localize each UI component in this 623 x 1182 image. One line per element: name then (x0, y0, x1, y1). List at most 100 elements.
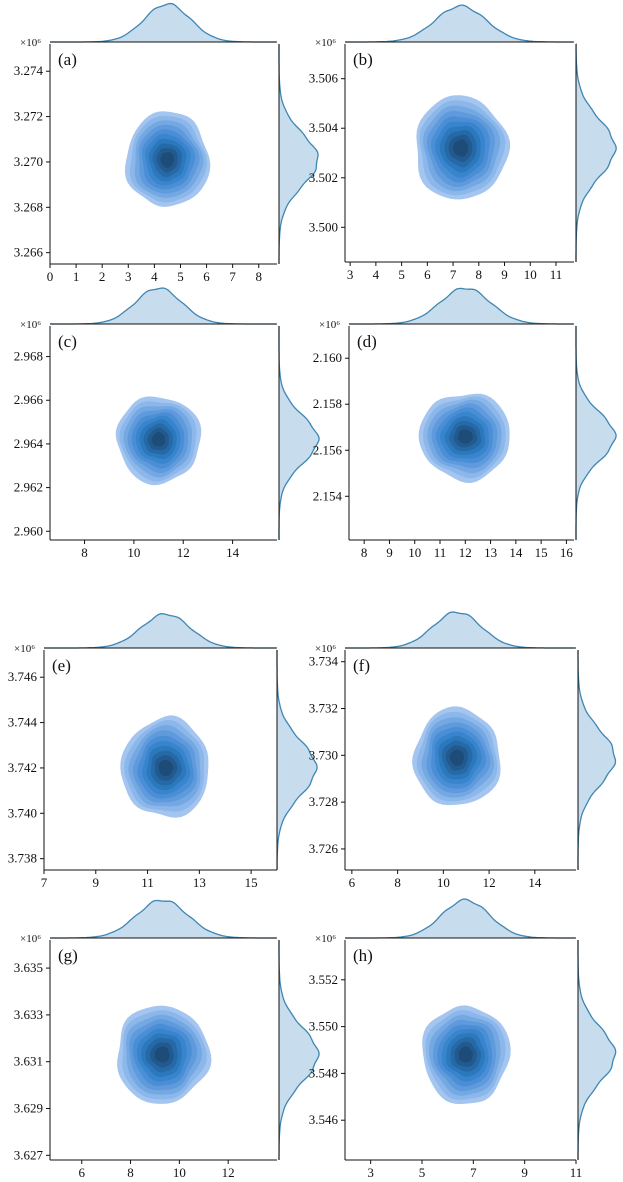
x-tick-label: 11 (550, 267, 563, 282)
y-tick-label: 3.633 (14, 1007, 43, 1022)
top-marginal-fill (50, 3, 277, 42)
panel-label: (d) (357, 332, 377, 351)
y-tick-label: 3.728 (309, 794, 338, 809)
panel-label: (c) (58, 332, 77, 351)
y-tick-label: 2.158 (313, 396, 342, 411)
x-tick-label: 11 (570, 1165, 583, 1180)
y-tick-label: 3.270 (14, 154, 43, 169)
x-tick-label: 13 (193, 875, 206, 890)
right-marginal-curve (577, 650, 617, 870)
panel-e: 7 9 11 13 15 3.738 3.740 3.742 3.744 3.746 ×10⁶ (e) (8, 613, 318, 890)
y-tick-label: 2.964 (14, 436, 44, 451)
x-tick-label: 0 (47, 269, 54, 284)
y-tick-label: 3.266 (14, 245, 44, 260)
right-marginal-fill (578, 940, 616, 1160)
top-marginal-fill (345, 612, 576, 648)
x-tick-label: 15 (245, 875, 258, 890)
x-tick-label: 8 (476, 267, 483, 282)
y-tick-label: 3.629 (14, 1101, 43, 1116)
y-tick-label: 2.160 (313, 350, 342, 365)
y-axis-multiplier: ×10⁶ (14, 643, 35, 655)
panel-label: (e) (52, 656, 71, 675)
kde-contour-level-10 (158, 759, 174, 777)
y-tick-label: 3.504 (309, 120, 339, 135)
x-tick-label: 3 (347, 267, 354, 282)
top-marginal-fill (50, 900, 277, 938)
panel-a: 0 1 2 3 4 5 6 7 8 3.266 3.268 3.270 3.272 3.274 ×10⁶ (a… (14, 2, 319, 284)
x-tick-label: 3 (125, 269, 132, 284)
y-tick-label: 3.732 (309, 701, 338, 716)
x-tick-label: 6 (424, 267, 431, 282)
x-tick-label: 8 (255, 269, 262, 284)
y-axis-multiplier: ×10⁶ (315, 643, 336, 655)
y-tick-label: 3.746 (8, 669, 38, 684)
panel-label: (g) (58, 946, 78, 965)
x-tick-label: 12 (177, 545, 190, 560)
right-marginal-fill (576, 44, 617, 262)
y-tick-label: 3.635 (14, 960, 43, 975)
y-tick-label: 3.730 (309, 747, 338, 762)
kde-contour-level-10 (449, 749, 464, 766)
y-tick-label: 3.548 (309, 1065, 338, 1080)
y-axis-multiplier: ×10⁶ (20, 319, 41, 331)
x-tick-label: 3 (367, 1165, 374, 1180)
x-tick-label: 6 (349, 875, 356, 890)
x-tick-label: 4 (151, 269, 158, 284)
y-tick-label: 3.552 (309, 972, 338, 987)
top-marginal-fill (345, 5, 574, 43)
panel-f: 6 8 10 12 14 3.726 3.728 3.730 3.732 3.734×10⁶ (f) (309, 611, 617, 890)
y-tick-label: 2.960 (14, 523, 43, 538)
x-tick-label: 8 (361, 545, 368, 560)
x-tick-label: 12 (459, 545, 472, 560)
x-tick-label: 10 (408, 545, 421, 560)
kde-contour-level-10 (458, 1046, 473, 1063)
y-tick-label: 3.506 (309, 71, 339, 86)
y-tick-label: 3.744 (8, 715, 38, 730)
y-tick-label: 3.734 (309, 654, 339, 669)
kde-contour-level-10 (160, 152, 175, 168)
x-tick-label: 10 (173, 1165, 186, 1180)
right-marginal-fill (279, 940, 320, 1160)
x-tick-label: 4 (373, 267, 380, 282)
panel-label: (f) (353, 656, 370, 675)
y-tick-label: 2.962 (14, 480, 43, 495)
x-tick-label: 7 (41, 875, 48, 890)
y-tick-label: 3.272 (14, 109, 43, 124)
kde-contour-level-10 (151, 432, 166, 447)
x-tick-label: 8 (127, 1165, 134, 1180)
x-tick-label: 8 (394, 875, 401, 890)
y-axis-multiplier: ×10⁶ (20, 37, 41, 49)
x-tick-label: 11 (141, 875, 154, 890)
kde-contour-level-10 (453, 139, 469, 157)
x-tick-label: 10 (437, 875, 450, 890)
top-marginal-fill (345, 899, 576, 938)
y-tick-label: 2.156 (313, 442, 343, 457)
right-marginal-fill (279, 326, 320, 540)
x-tick-label: 9 (501, 267, 508, 282)
y-tick-label: 2.968 (14, 349, 43, 364)
panel-d: 8 9 10 11 12 13 14 15 16 2.154 2.156 2.158 2.160 ×10⁶… (313, 287, 617, 560)
right-marginal-fill (576, 326, 617, 540)
x-tick-label: 11 (434, 545, 447, 560)
x-tick-label: 15 (535, 545, 548, 560)
x-tick-label: 12 (483, 875, 496, 890)
x-tick-label: 6 (78, 1165, 85, 1180)
x-tick-label: 14 (226, 545, 240, 560)
x-tick-label: 5 (177, 269, 184, 284)
x-tick-label: 7 (450, 267, 457, 282)
x-tick-label: 8 (81, 545, 88, 560)
x-tick-label: 2 (99, 269, 106, 284)
y-tick-label: 3.742 (8, 760, 37, 775)
right-marginal-curve (575, 43, 617, 262)
x-tick-label: 14 (528, 875, 542, 890)
y-axis-multiplier: ×10⁶ (319, 319, 340, 331)
x-tick-label: 14 (509, 545, 523, 560)
right-marginal-fill (279, 44, 318, 264)
right-marginal-curve (276, 650, 318, 871)
panel-c: 8 10 12 14 2.960 2.962 2.964 2.966 2.968 ×10⁶ (c) (14, 287, 320, 560)
y-tick-label: 3.740 (8, 805, 37, 820)
x-tick-label: 9 (386, 545, 393, 560)
top-marginal-fill (349, 288, 574, 324)
y-tick-label: 3.546 (309, 1112, 339, 1127)
